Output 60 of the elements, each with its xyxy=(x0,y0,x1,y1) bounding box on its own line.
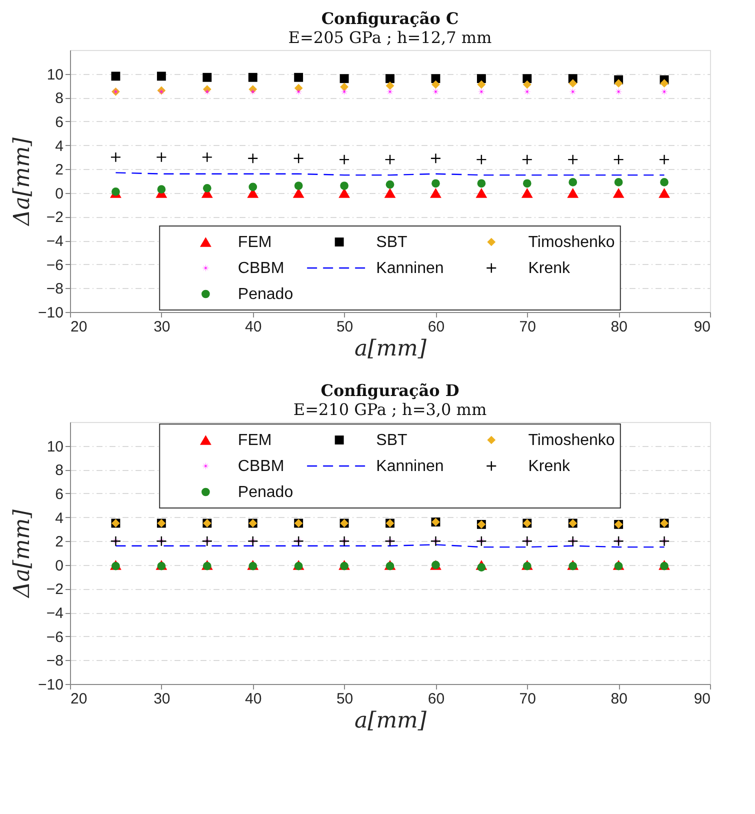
chart-subtitle: E=205 GPa ; h=12,7 mm xyxy=(288,28,492,47)
y-tick-label: 2 xyxy=(55,162,64,179)
x-tick-label: 20 xyxy=(70,318,88,336)
chart-title: Configuração D xyxy=(320,381,460,400)
chart-subtitle: E=210 GPa ; h=3,0 mm xyxy=(293,400,487,419)
y-tick-label: −8 xyxy=(46,280,64,298)
legend-label: Penado xyxy=(238,484,294,501)
y-tick-label: −6 xyxy=(46,628,64,646)
legend-label: SBT xyxy=(376,234,408,251)
legend-label: FEM xyxy=(238,234,272,251)
legend-label: SBT xyxy=(376,432,408,449)
x-tick-label: 70 xyxy=(519,318,536,336)
x-tick-label: 20 xyxy=(70,690,88,708)
x-tick-label: 50 xyxy=(336,690,354,708)
y-tick-label: −10 xyxy=(38,676,64,694)
y-tick-label: 2 xyxy=(55,534,64,551)
legend-label: FEM xyxy=(238,432,272,449)
x-tick-label: 90 xyxy=(694,318,710,336)
x-tick-label: 50 xyxy=(336,318,354,336)
y-tick-label: 8 xyxy=(55,90,64,108)
x-axis-title: a[mm] xyxy=(354,708,427,734)
x-tick-label: 40 xyxy=(245,690,262,708)
y-tick-label: 8 xyxy=(55,462,64,480)
y-axis-title: Δa[mm] xyxy=(10,509,36,598)
y-tick-label: −4 xyxy=(46,233,64,250)
x-axis-title: a[mm] xyxy=(354,336,427,362)
legend-label: CBBM xyxy=(238,260,284,277)
y-tick-label: 6 xyxy=(55,114,64,131)
y-tick-label: −4 xyxy=(46,605,64,622)
x-tick-label: 30 xyxy=(154,318,170,336)
y-tick-label: −2 xyxy=(46,581,64,598)
legend-label: Timoshenko xyxy=(528,432,615,449)
y-tick-label: 0 xyxy=(55,557,64,574)
chart-title: Configuração C xyxy=(321,9,459,28)
x-tick-label: 30 xyxy=(154,690,170,708)
y-tick-label: −2 xyxy=(46,209,64,226)
y-tick-label: −6 xyxy=(46,256,64,274)
y-tick-label: −10 xyxy=(38,304,64,322)
x-tick-label: 60 xyxy=(428,318,445,336)
x-tick-label: 70 xyxy=(519,690,536,708)
y-tick-label: 0 xyxy=(55,185,64,202)
legend-label: CBBM xyxy=(238,458,284,475)
x-tick-label: 60 xyxy=(428,690,445,708)
y-tick-label: 6 xyxy=(55,486,64,503)
legend-label: Kanninen xyxy=(376,458,444,475)
x-tick-label: 80 xyxy=(610,690,628,708)
x-tick-label: 90 xyxy=(694,690,710,708)
y-tick-label: 4 xyxy=(55,138,64,155)
legend-label: Penado xyxy=(238,286,294,303)
legend-label: Kanninen xyxy=(376,260,444,277)
y-tick-label: 4 xyxy=(55,510,64,527)
y-axis-title: Δa[mm] xyxy=(10,137,36,226)
y-tick-label: 10 xyxy=(46,438,64,456)
x-tick-label: 80 xyxy=(610,318,628,336)
y-tick-label: −8 xyxy=(46,652,64,670)
x-tick-label: 40 xyxy=(245,318,262,336)
y-tick-label: 10 xyxy=(46,66,64,84)
legend-label: Timoshenko xyxy=(528,234,615,251)
legend-label: Krenk xyxy=(528,260,572,277)
legend-label: Krenk xyxy=(528,458,572,475)
